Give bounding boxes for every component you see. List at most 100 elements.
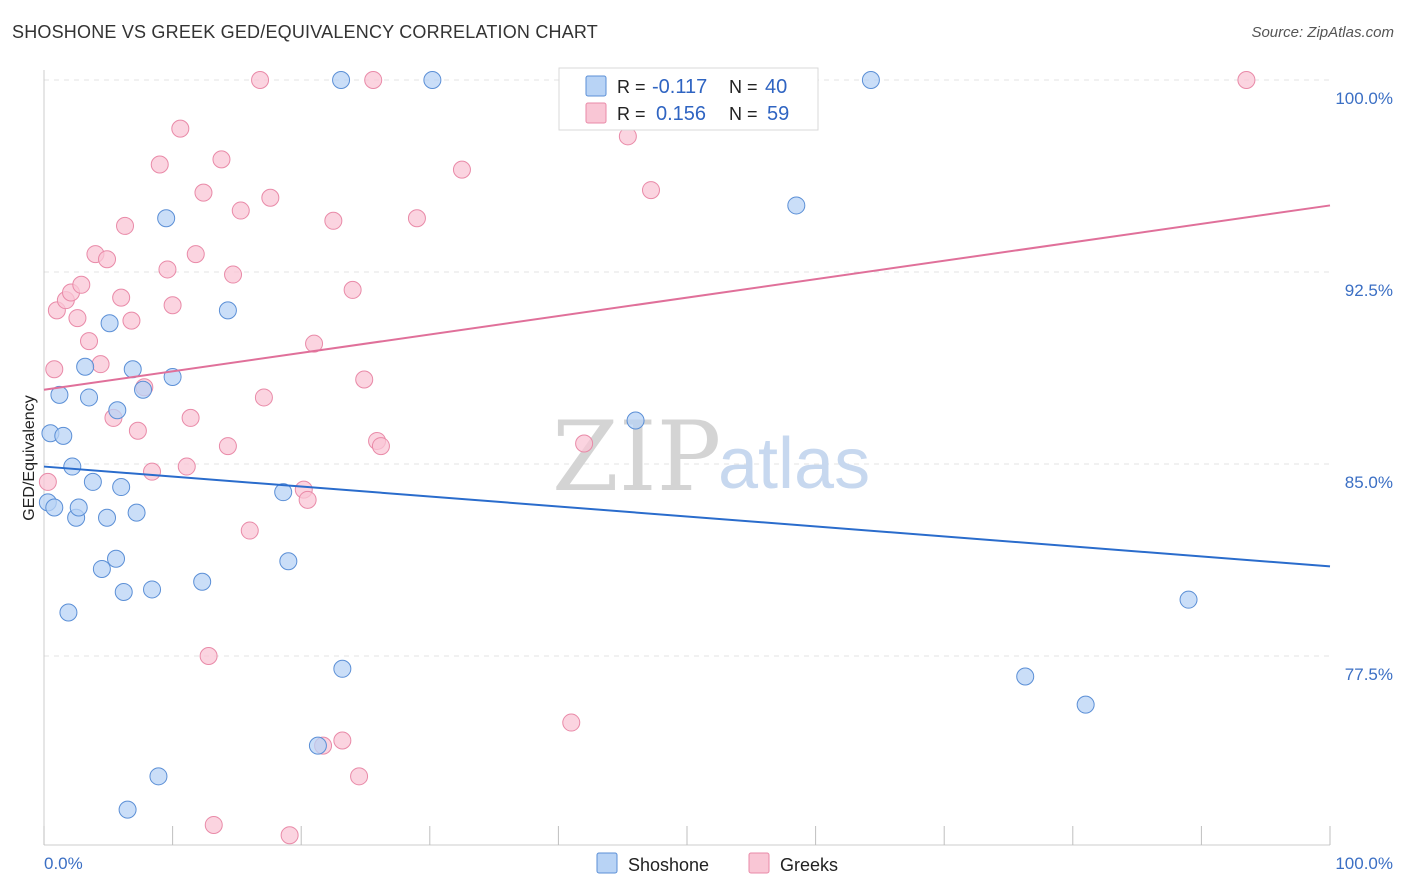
watermark: ZIP atlas <box>552 401 870 513</box>
shoshone-point <box>1016 667 1035 686</box>
bottom-legend-label-shoshone: Shoshone <box>628 855 709 875</box>
bottom-legend: Shoshone Greeks <box>596 852 838 875</box>
greeks-point <box>112 288 131 307</box>
greeks-point <box>280 826 299 845</box>
legend-r-label: R = <box>617 104 646 124</box>
greeks-point <box>158 260 177 279</box>
greeks-point <box>371 437 390 456</box>
shoshone-point <box>45 498 64 517</box>
greeks-point <box>324 211 343 230</box>
legend-swatch-greeks <box>585 102 607 124</box>
legend-r-value-shoshone: -0.117 <box>652 76 707 98</box>
shoshone-point <box>1076 695 1095 714</box>
x-tick-label-start: 0.0% <box>44 854 83 873</box>
y-axis-title: GED/Equivalency <box>21 395 38 520</box>
shoshone-point <box>193 572 212 591</box>
x-tick-labels: 0.0% 100.0% <box>44 854 1393 873</box>
shoshone-point <box>787 196 806 215</box>
shoshone-point <box>308 736 327 755</box>
shoshone-point <box>114 583 133 601</box>
shoshone-point <box>332 71 351 89</box>
legend-n-label: N = <box>729 77 758 97</box>
shoshone-point <box>112 478 131 497</box>
greeks-point <box>163 296 182 315</box>
shoshone-point <box>50 385 69 404</box>
shoshone-point <box>218 301 237 320</box>
greeks-point <box>212 150 231 169</box>
greeks-point <box>575 434 594 453</box>
greeks-point <box>204 815 223 834</box>
greeks-point <box>407 209 426 228</box>
chart-title: SHOSHONE VS GREEK GED/EQUIVALENCY CORREL… <box>12 22 598 42</box>
shoshone-point <box>333 659 352 678</box>
greeks-point <box>641 181 660 200</box>
shoshone-point <box>107 549 126 568</box>
greeks-trendline <box>43 204 1331 391</box>
watermark-atlas: atlas <box>718 424 870 504</box>
greeks-point <box>305 334 324 353</box>
shoshone-point <box>100 314 119 333</box>
greeks-point <box>181 408 200 427</box>
greeks-point <box>143 462 162 481</box>
greeks-point <box>72 275 91 294</box>
greeks-point <box>186 245 205 264</box>
greeks-point <box>1237 71 1256 89</box>
bottom-legend-swatch-shoshone <box>596 852 618 874</box>
trendlines <box>43 204 1331 568</box>
greeks-point <box>45 360 64 379</box>
greeks-point <box>38 472 57 491</box>
greeks-point <box>68 309 87 328</box>
greeks-point <box>116 216 135 235</box>
source-label: Source: ZipAtlas.com <box>1251 24 1394 41</box>
greeks-point <box>343 280 362 299</box>
greeks-point <box>231 201 250 220</box>
shoshone-trendline <box>43 465 1331 568</box>
gridlines <box>44 79 1332 657</box>
greeks-point <box>122 311 141 330</box>
greeks-point <box>171 119 190 138</box>
shoshone-point <box>157 209 176 228</box>
legend-n-value-shoshone: 40 <box>765 76 787 98</box>
greeks-point <box>224 265 243 284</box>
legend-r-label: R = <box>617 77 646 97</box>
shoshone-point <box>108 401 127 420</box>
greeks-point <box>194 183 213 202</box>
greeks-point <box>251 71 270 89</box>
bottom-legend-label-greeks: Greeks <box>780 855 838 875</box>
greeks-point <box>355 370 374 389</box>
shoshone-point <box>626 411 645 430</box>
shoshone-point <box>92 559 111 578</box>
shoshone-point <box>274 483 293 502</box>
legend-r-value-greeks: 0.156 <box>656 103 706 125</box>
y-tick-label: 85.0% <box>1345 473 1393 492</box>
greeks-point <box>80 332 99 351</box>
greeks-point <box>261 188 280 207</box>
shoshone-point <box>423 71 442 89</box>
greeks-point <box>98 250 117 269</box>
greeks-point <box>177 457 196 476</box>
shoshone-point <box>83 472 102 491</box>
y-tick-label: 100.0% <box>1335 89 1393 108</box>
axes <box>43 70 1331 846</box>
legend: R = -0.117 N = 40 R = 0.156 N = 59 <box>558 67 819 131</box>
greeks-point <box>364 71 383 89</box>
y-tick-labels: 100.0% 92.5% 85.0% 77.5% <box>1335 89 1393 684</box>
greeks-point <box>150 155 169 174</box>
shoshone-point <box>69 498 88 517</box>
greeks-point <box>254 388 273 407</box>
shoshone-point <box>143 580 162 599</box>
legend-n-value-greeks: 59 <box>767 103 789 125</box>
shoshone-point <box>861 71 880 89</box>
shoshone-point <box>63 457 82 476</box>
greeks-point <box>240 521 259 540</box>
greeks-point <box>452 160 471 179</box>
shoshone-point <box>76 357 95 376</box>
shoshone-point <box>98 508 117 527</box>
greeks-point <box>298 490 317 509</box>
greeks-point <box>91 355 110 374</box>
shoshone-point <box>279 552 298 571</box>
shoshone-point <box>134 380 153 399</box>
greeks-point <box>128 421 147 440</box>
greeks-point <box>199 647 218 665</box>
